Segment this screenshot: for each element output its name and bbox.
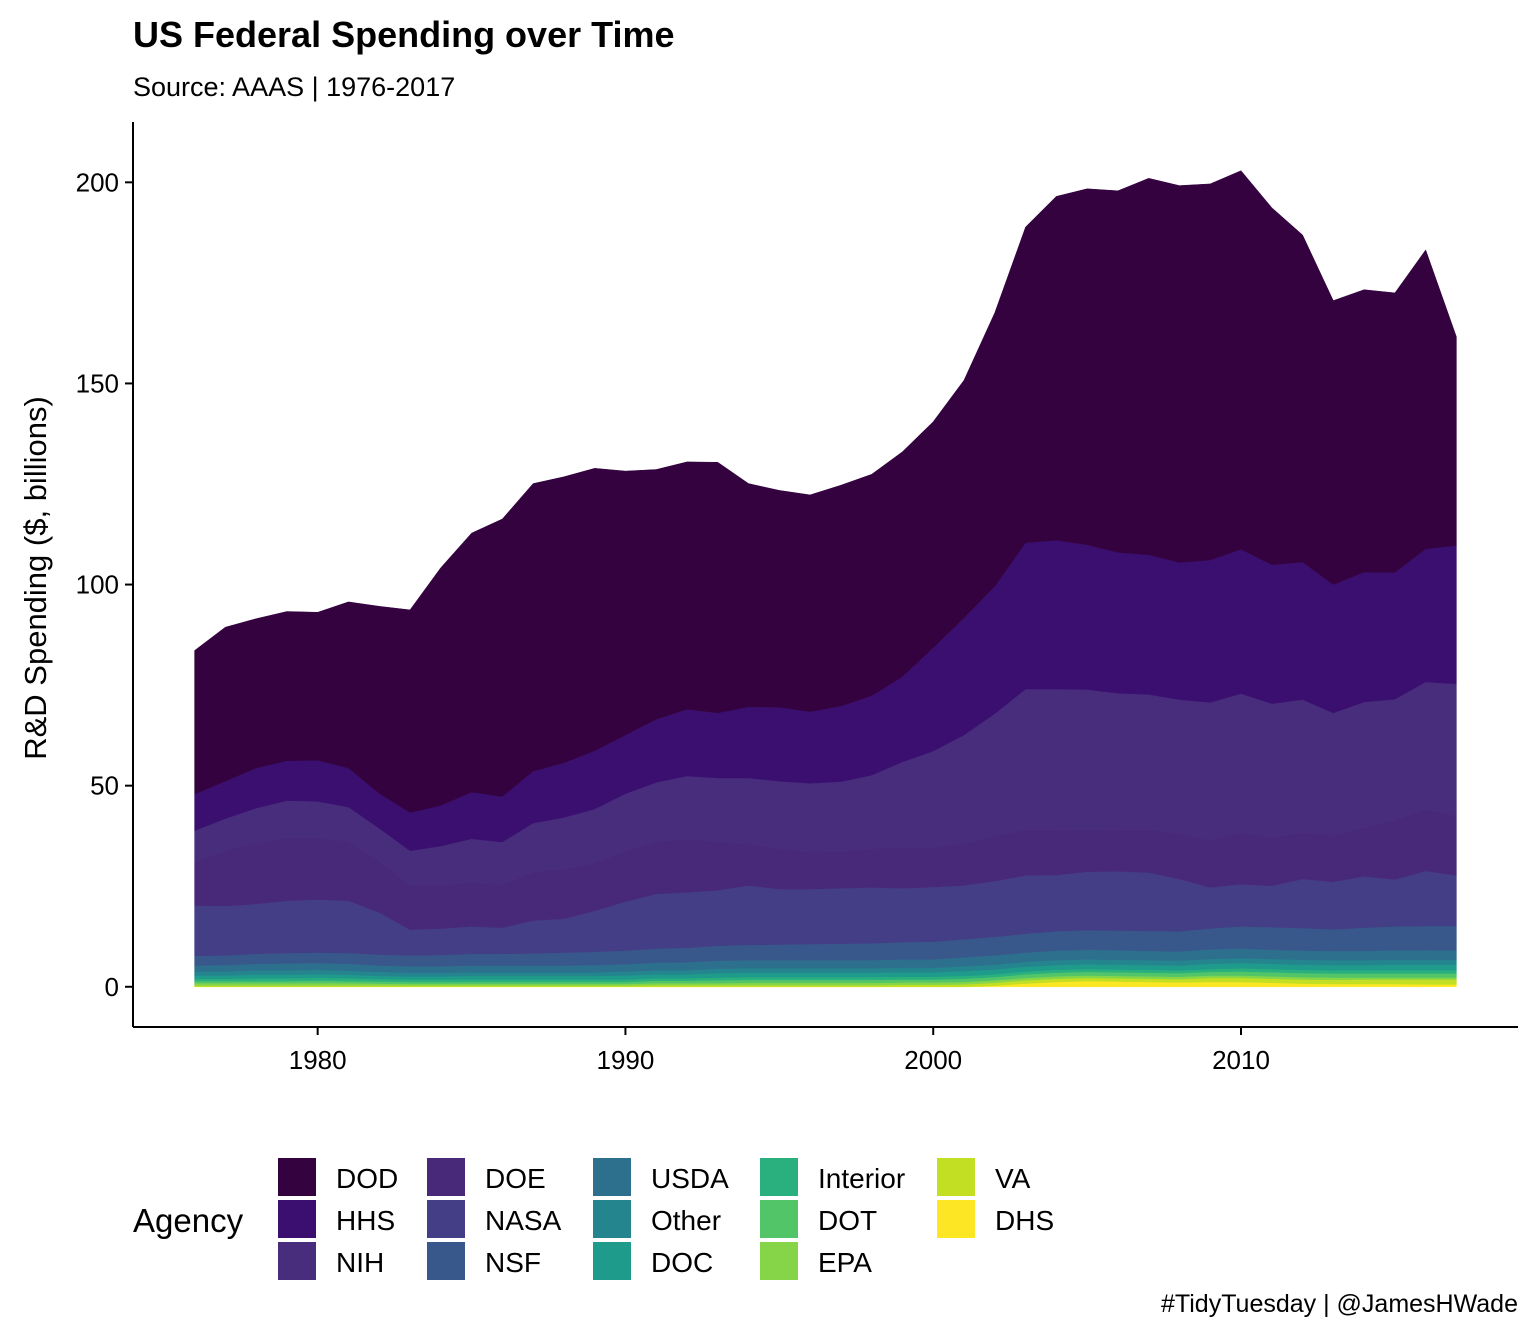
x-tick-label: 1980: [289, 1045, 347, 1075]
legend-label-nih: NIH: [336, 1247, 384, 1278]
y-tick-label: 200: [76, 167, 119, 197]
legend-swatch-va: [937, 1158, 975, 1196]
stacked-areas: [194, 170, 1457, 988]
x-tick-label: 1990: [597, 1045, 655, 1075]
area-dod: [194, 170, 1457, 813]
x-tick-label: 2010: [1212, 1045, 1270, 1075]
legend-label-doe: DOE: [485, 1163, 546, 1194]
legend: Agency DOD HHS NIH DOE NASA NSF USDA Other DOC Int…: [133, 1158, 1054, 1280]
legend-label-other: Other: [651, 1205, 721, 1236]
legend-swatch-nih: [278, 1242, 316, 1280]
y-tick-label: 100: [76, 570, 119, 600]
legend-swatch-interior: [760, 1158, 798, 1196]
legend-label-doc: DOC: [651, 1247, 713, 1278]
legend-swatch-doc: [593, 1242, 631, 1280]
y-tick-label: 150: [76, 368, 119, 398]
legend-label-dhs: DHS: [995, 1205, 1054, 1236]
legend-swatch-dod: [278, 1158, 316, 1196]
chart-caption: #TidyTuesday | @JamesHWade: [1161, 1290, 1518, 1318]
y-tick-label: 0: [105, 972, 119, 1002]
legend-label-interior: Interior: [818, 1163, 905, 1194]
y-axis-title: R&D Spending ($, billions): [18, 396, 53, 760]
legend-swatch-nasa: [427, 1200, 465, 1238]
legend-title: Agency: [133, 1202, 244, 1239]
legend-label-dod: DOD: [336, 1163, 398, 1194]
y-tick-label: 50: [90, 771, 119, 801]
legend-swatch-dot: [760, 1200, 798, 1238]
legend-label-va: VA: [995, 1163, 1031, 1194]
chart-subtitle: Source: AAAS | 1976-2017: [133, 72, 456, 102]
legend-swatch-hhs: [278, 1200, 316, 1238]
x-tick-label: 2000: [904, 1045, 962, 1075]
legend-swatch-dhs: [937, 1200, 975, 1238]
chart-title: US Federal Spending over Time: [133, 14, 675, 55]
legend-swatch-doe: [427, 1158, 465, 1196]
legend-label-nasa: NASA: [485, 1205, 562, 1236]
legend-label-hhs: HHS: [336, 1205, 395, 1236]
legend-swatch-other: [593, 1200, 631, 1238]
y-axis-ticks: 0 50 100 150 200: [76, 167, 133, 1002]
legend-swatch-epa: [760, 1242, 798, 1280]
legend-label-dot: DOT: [818, 1205, 877, 1236]
legend-swatch-usda: [593, 1158, 631, 1196]
legend-label-nsf: NSF: [485, 1247, 541, 1278]
axes: [132, 122, 1518, 1028]
legend-swatch-nsf: [427, 1242, 465, 1280]
legend-label-epa: EPA: [818, 1247, 872, 1278]
x-axis-ticks: 1980 1990 2000 2010: [289, 1027, 1270, 1075]
legend-label-usda: USDA: [651, 1163, 729, 1194]
